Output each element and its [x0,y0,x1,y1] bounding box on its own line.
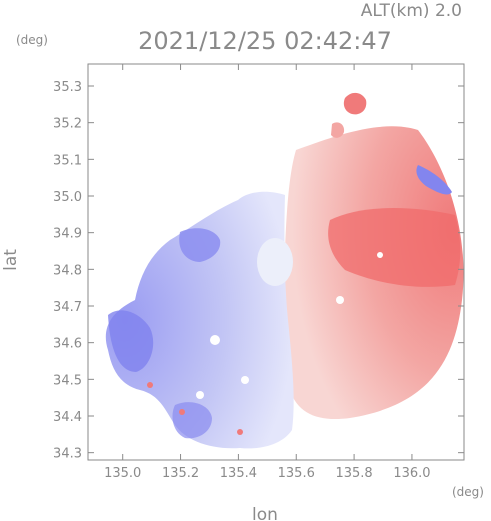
chart-subtitle: ALT(km) 2.0 [361,1,462,21]
x-tick-label: 135.2 [162,466,199,481]
y-tick-label: 34.9 [53,227,82,242]
x-unit-label: (deg) [452,485,484,499]
x-tick-label: 135.8 [335,466,372,481]
receding-echo-upper [331,122,345,138]
plot-frame [87,63,465,461]
y-tick-label: 35.3 [53,80,82,95]
strong-receding-patch [328,208,461,287]
speckle [377,252,383,258]
x-tick-label: 136.0 [393,466,430,481]
speckle [237,429,243,435]
speckle [179,409,185,415]
speckle [196,391,204,399]
x-axis: 135.0 135.2 135.4 135.6 135.8 136.0 [104,64,431,481]
strong-approaching-patch-2 [108,310,154,372]
y-tick-label: 34.3 [53,447,82,462]
speckle [147,382,153,388]
chart-title: 2021/12/25 02:42:47 [138,27,392,55]
receding-echo-top [343,92,367,115]
y-tick-label: 35.0 [53,190,82,205]
speckle [210,335,220,345]
x-tick-label: 135.6 [278,466,315,481]
x-axis-label: lon [252,505,278,521]
y-tick-label: 34.5 [53,373,82,388]
y-tick-label: 34.4 [53,410,82,425]
strong-approaching-patch [179,228,221,262]
speckle [336,296,344,304]
y-axis-label: lat [1,249,21,271]
y-tick-label: 34.6 [53,337,82,352]
site-clear-area [257,238,293,286]
y-tick-label: 35.2 [53,117,82,132]
y-tick-label: 34.7 [53,300,82,315]
approaching-band-east [416,165,452,195]
x-tick-label: 135.4 [220,466,257,481]
y-tick-label: 35.1 [53,153,82,168]
y-tick-label: 34.8 [53,263,82,278]
y-axis: 34.3 34.4 34.5 34.6 34.7 34.8 34.9 35.0 35.1 35.2… [53,80,464,462]
speckle [241,376,249,384]
x-tick-label: 135.0 [104,466,141,481]
velocity-field [105,92,464,449]
y-unit-label: (deg) [16,33,48,47]
